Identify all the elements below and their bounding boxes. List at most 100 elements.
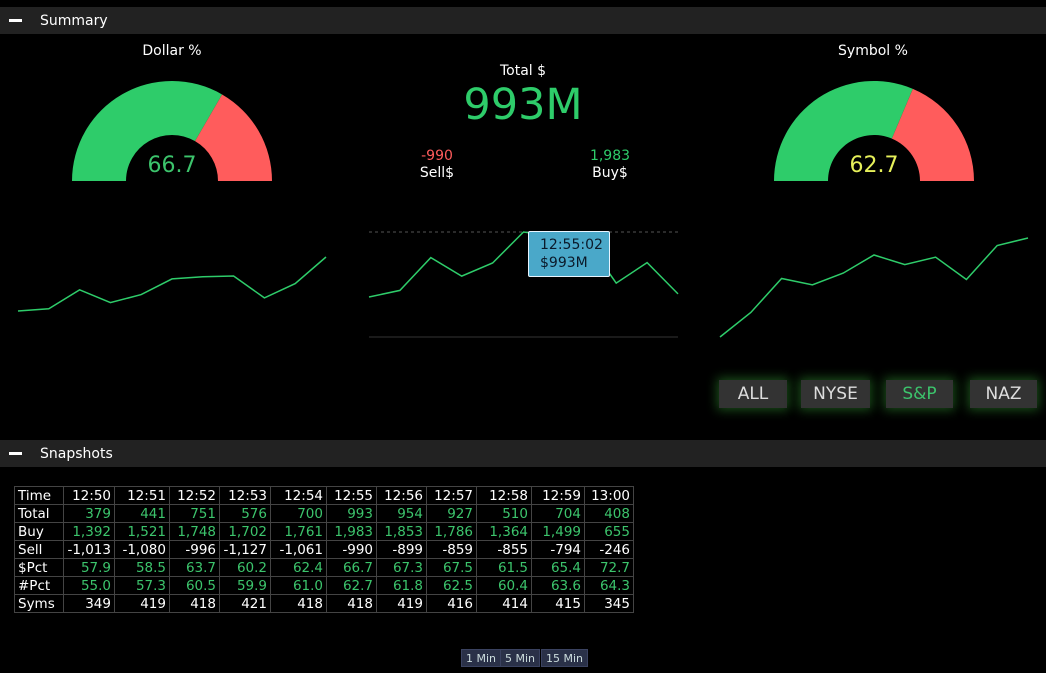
dollar-gauge-buy-arc — [72, 81, 223, 181]
table-cell: 418 — [270, 594, 327, 613]
snapshots-table: Time 12:50 12:51 12:52 12:53 12:54 12:55 12:56 1… — [14, 486, 634, 613]
snapshots-header[interactable]: Snapshots — [0, 440, 1046, 467]
table-cell: 700 — [270, 504, 327, 523]
row-label: #Pct — [14, 576, 64, 595]
table-cell: 1,786 — [426, 522, 477, 541]
table-header-time: 12:58 — [476, 486, 532, 505]
summary-title: Summary — [40, 12, 108, 29]
row-label: Syms — [14, 594, 64, 613]
table-header-label: Time — [14, 486, 64, 505]
symbol-gauge — [774, 81, 974, 181]
symbol-sparkline — [719, 237, 1029, 338]
table-cell: 414 — [476, 594, 532, 613]
table-cell: 1,853 — [376, 522, 427, 541]
table-cell: 61.8 — [376, 576, 427, 595]
collapse-icon[interactable] — [9, 452, 22, 455]
table-cell: 62.7 — [326, 576, 377, 595]
row-label: Buy — [14, 522, 64, 541]
table-cell: 993 — [326, 504, 377, 523]
table-cell: -859 — [426, 540, 477, 559]
table-cell: 1,392 — [63, 522, 115, 541]
table-cell: -1,080 — [114, 540, 170, 559]
table-header-time: 12:54 — [270, 486, 327, 505]
table-cell: 421 — [219, 594, 271, 613]
table-cell: 63.6 — [531, 576, 585, 595]
table-cell: 62.4 — [270, 558, 327, 577]
table-header-time: 13:00 — [584, 486, 634, 505]
table-cell: 415 — [531, 594, 585, 613]
table-cell: 441 — [114, 504, 170, 523]
table-cell: 655 — [584, 522, 634, 541]
table-cell: -899 — [376, 540, 427, 559]
dollar-gauge-value: 66.7 — [147, 153, 197, 178]
table-cell: 61.0 — [270, 576, 327, 595]
table-cell: 416 — [426, 594, 477, 613]
tooltip-time: 12:55:02 — [540, 237, 603, 253]
market-all-button[interactable]: ALL — [719, 380, 787, 408]
table-cell: -1,013 — [63, 540, 115, 559]
symbol-gauge-sell-arc — [891, 88, 974, 181]
table-cell: 58.5 — [114, 558, 170, 577]
dollar-gauge — [72, 81, 272, 181]
table-header-time: 12:50 — [63, 486, 115, 505]
table-row: Total 379 441 751 576 700 993 954 927 510 704 408 — [14, 504, 634, 523]
symbol-gauge-title: Symbol % — [838, 43, 908, 59]
table-header-time: 12:56 — [376, 486, 427, 505]
table-cell: 63.7 — [169, 558, 220, 577]
chart-tooltip: 12:55:02 $993M — [528, 231, 610, 277]
table-cell: -246 — [584, 540, 634, 559]
table-cell: 65.4 — [531, 558, 585, 577]
table-cell: 62.5 — [426, 576, 477, 595]
table-cell: 1,499 — [531, 522, 585, 541]
table-header-time: 12:57 — [426, 486, 477, 505]
table-header-time: 12:51 — [114, 486, 170, 505]
table-cell: 704 — [531, 504, 585, 523]
symbol-gauge-value: 62.7 — [849, 153, 899, 178]
table-cell: 67.5 — [426, 558, 477, 577]
interval-5min-button[interactable]: 5 Min — [500, 649, 541, 667]
table-cell: -1,061 — [270, 540, 327, 559]
table-cell: 1,761 — [270, 522, 327, 541]
row-label: Sell — [14, 540, 64, 559]
table-cell: 576 — [219, 504, 271, 523]
row-label: $Pct — [14, 558, 64, 577]
table-row: Buy 1,392 1,521 1,748 1,702 1,761 1,983 1,853 1,… — [14, 522, 634, 541]
table-cell: 1,702 — [219, 522, 271, 541]
sparkline-area — [17, 231, 1029, 338]
market-nyse-button[interactable]: NYSE — [801, 380, 870, 408]
sell-value: -990 — [421, 148, 453, 164]
buy-label: Buy$ — [592, 165, 628, 181]
dollar-gauge-title: Dollar % — [142, 43, 202, 59]
table-cell: 927 — [426, 504, 477, 523]
table-cell: -996 — [169, 540, 220, 559]
market-naz-button[interactable]: NAZ — [970, 380, 1037, 408]
interval-1min-button[interactable]: 1 Min — [461, 649, 502, 667]
table-header-time: 12:53 — [219, 486, 271, 505]
snapshots-title: Snapshots — [40, 445, 113, 462]
table-header-row: Time 12:50 12:51 12:52 12:53 12:54 12:55 12:56 1… — [14, 486, 634, 505]
total-label: Total $ — [499, 63, 547, 79]
table-cell: 57.9 — [63, 558, 115, 577]
table-cell: 418 — [326, 594, 377, 613]
table-row: $Pct 57.9 58.5 63.7 60.2 62.4 66.7 67.3 67.5 61.5… — [14, 558, 634, 577]
table-cell: 1,983 — [326, 522, 377, 541]
table-cell: 59.9 — [219, 576, 271, 595]
table-header-time: 12:52 — [169, 486, 220, 505]
table-cell: 510 — [476, 504, 532, 523]
interval-15min-button[interactable]: 15 Min — [541, 649, 589, 667]
total-value: 993M — [463, 80, 583, 130]
table-cell: 61.5 — [476, 558, 532, 577]
table-cell: 419 — [114, 594, 170, 613]
table-cell: 60.4 — [476, 576, 532, 595]
market-sp-button[interactable]: S&P — [886, 380, 953, 408]
symbol-gauge-buy-arc — [774, 81, 913, 181]
table-cell: 1,521 — [114, 522, 170, 541]
collapse-icon[interactable] — [9, 19, 22, 22]
table-cell: -990 — [326, 540, 377, 559]
table-cell: 60.5 — [169, 576, 220, 595]
table-cell: -794 — [531, 540, 585, 559]
total-sparkline[interactable] — [368, 231, 679, 298]
summary-header[interactable]: Summary — [0, 7, 1046, 34]
table-cell: 64.3 — [584, 576, 634, 595]
table-cell: 408 — [584, 504, 634, 523]
